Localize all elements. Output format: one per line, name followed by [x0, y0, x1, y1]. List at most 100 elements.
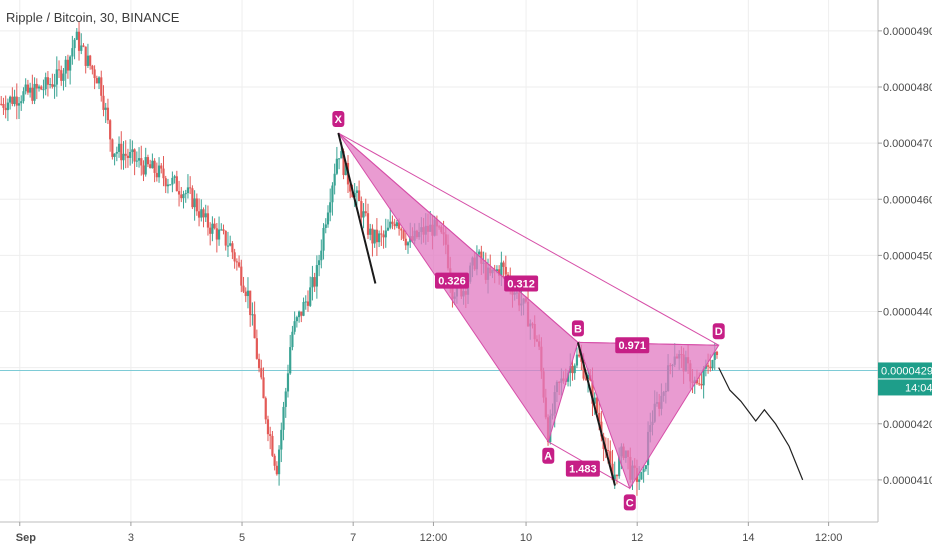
- candle: [222, 224, 225, 235]
- candle: [304, 295, 307, 310]
- candle: [260, 359, 263, 380]
- trend-line: [576, 342, 616, 486]
- pattern-ratio: 1.483: [565, 460, 600, 477]
- candle: [335, 146, 338, 176]
- candle: [166, 178, 170, 194]
- candle: [300, 311, 303, 323]
- svg-text:0.312: 0.312: [507, 278, 535, 290]
- candle: [111, 138, 114, 160]
- candle: [302, 297, 305, 317]
- candle: [155, 162, 158, 182]
- candle: [333, 163, 336, 195]
- candle: [86, 43, 90, 68]
- candle: [80, 33, 83, 55]
- candle: [89, 54, 92, 70]
- candle: [642, 465, 645, 483]
- candle: [11, 87, 14, 107]
- price-axis-background[interactable]: [878, 0, 932, 550]
- svg-text:0.326: 0.326: [438, 276, 466, 288]
- candle: [615, 474, 619, 485]
- candle: [117, 136, 121, 158]
- candle: [711, 359, 714, 371]
- candle: [200, 199, 203, 222]
- candle: [253, 301, 256, 339]
- candle: [102, 85, 105, 117]
- candle: [378, 230, 381, 248]
- candle: [191, 185, 194, 210]
- candle: [22, 87, 25, 104]
- pattern-leg: [338, 132, 719, 346]
- candle: [9, 95, 12, 110]
- current-price-value: 0.00004295: [881, 365, 932, 377]
- candle: [93, 65, 96, 90]
- candle: [195, 193, 198, 216]
- pattern-ratio: 0.971: [615, 337, 650, 354]
- candle: [2, 97, 5, 115]
- candle: [240, 259, 243, 293]
- svg-text:D: D: [715, 326, 723, 338]
- candle: [331, 182, 334, 216]
- candle: [406, 241, 410, 254]
- x-tick-label: 7: [350, 532, 356, 544]
- svg-text:A: A: [544, 451, 552, 463]
- candle: [142, 160, 145, 182]
- candle: [84, 46, 87, 74]
- candle: [153, 158, 156, 183]
- candle: [151, 153, 154, 169]
- candle: [177, 180, 181, 207]
- pattern-point-x: X: [332, 111, 345, 128]
- candle: [204, 204, 207, 223]
- candle: [97, 76, 101, 90]
- pattern-point-c: C: [623, 494, 636, 511]
- candle: [315, 255, 318, 299]
- candle: [364, 198, 367, 217]
- candle: [306, 290, 310, 312]
- harmonic-pattern[interactable]: X A B C D 0.326 0.312 0.971 1.483: [332, 111, 725, 511]
- candle: [284, 387, 287, 418]
- pattern-point-d: D: [712, 323, 725, 340]
- chart-title: Ripple / Bitcoin, 30, BINANCE: [6, 10, 180, 25]
- candle: [257, 353, 261, 373]
- current-price-badge: 0.00004295 14:04: [878, 362, 932, 396]
- pattern-point-b: B: [571, 320, 584, 337]
- candle: [395, 219, 398, 229]
- candle: [244, 287, 247, 303]
- candle: [700, 372, 703, 390]
- candle: [640, 471, 643, 480]
- candle: [317, 254, 321, 277]
- candle: [213, 218, 216, 230]
- candle: [100, 70, 103, 102]
- candle: [224, 230, 227, 251]
- candle: [33, 77, 36, 105]
- candle: [171, 171, 174, 193]
- candle: [135, 151, 138, 168]
- candle: [173, 174, 176, 184]
- candle: [164, 175, 167, 194]
- candle: [126, 148, 130, 168]
- candle: [149, 159, 152, 169]
- candle: [0, 95, 3, 106]
- x-tick-label: Sep: [16, 532, 36, 544]
- candle: [20, 95, 23, 111]
- x-tick-label: 12:00: [420, 532, 448, 544]
- candle: [51, 73, 54, 89]
- y-tick-label: 0.00004100: [883, 475, 932, 487]
- candle: [29, 82, 32, 98]
- candle: [60, 65, 63, 86]
- candle: [184, 189, 187, 203]
- candle: [231, 241, 234, 260]
- candle: [46, 71, 50, 97]
- candle: [69, 55, 72, 85]
- candle: [35, 78, 38, 100]
- candle: [373, 229, 376, 248]
- candle: [15, 83, 18, 120]
- candle: [24, 78, 27, 95]
- candle: [53, 73, 56, 99]
- candle: [404, 230, 407, 250]
- candle: [124, 140, 127, 169]
- x-tick-label: 3: [128, 532, 134, 544]
